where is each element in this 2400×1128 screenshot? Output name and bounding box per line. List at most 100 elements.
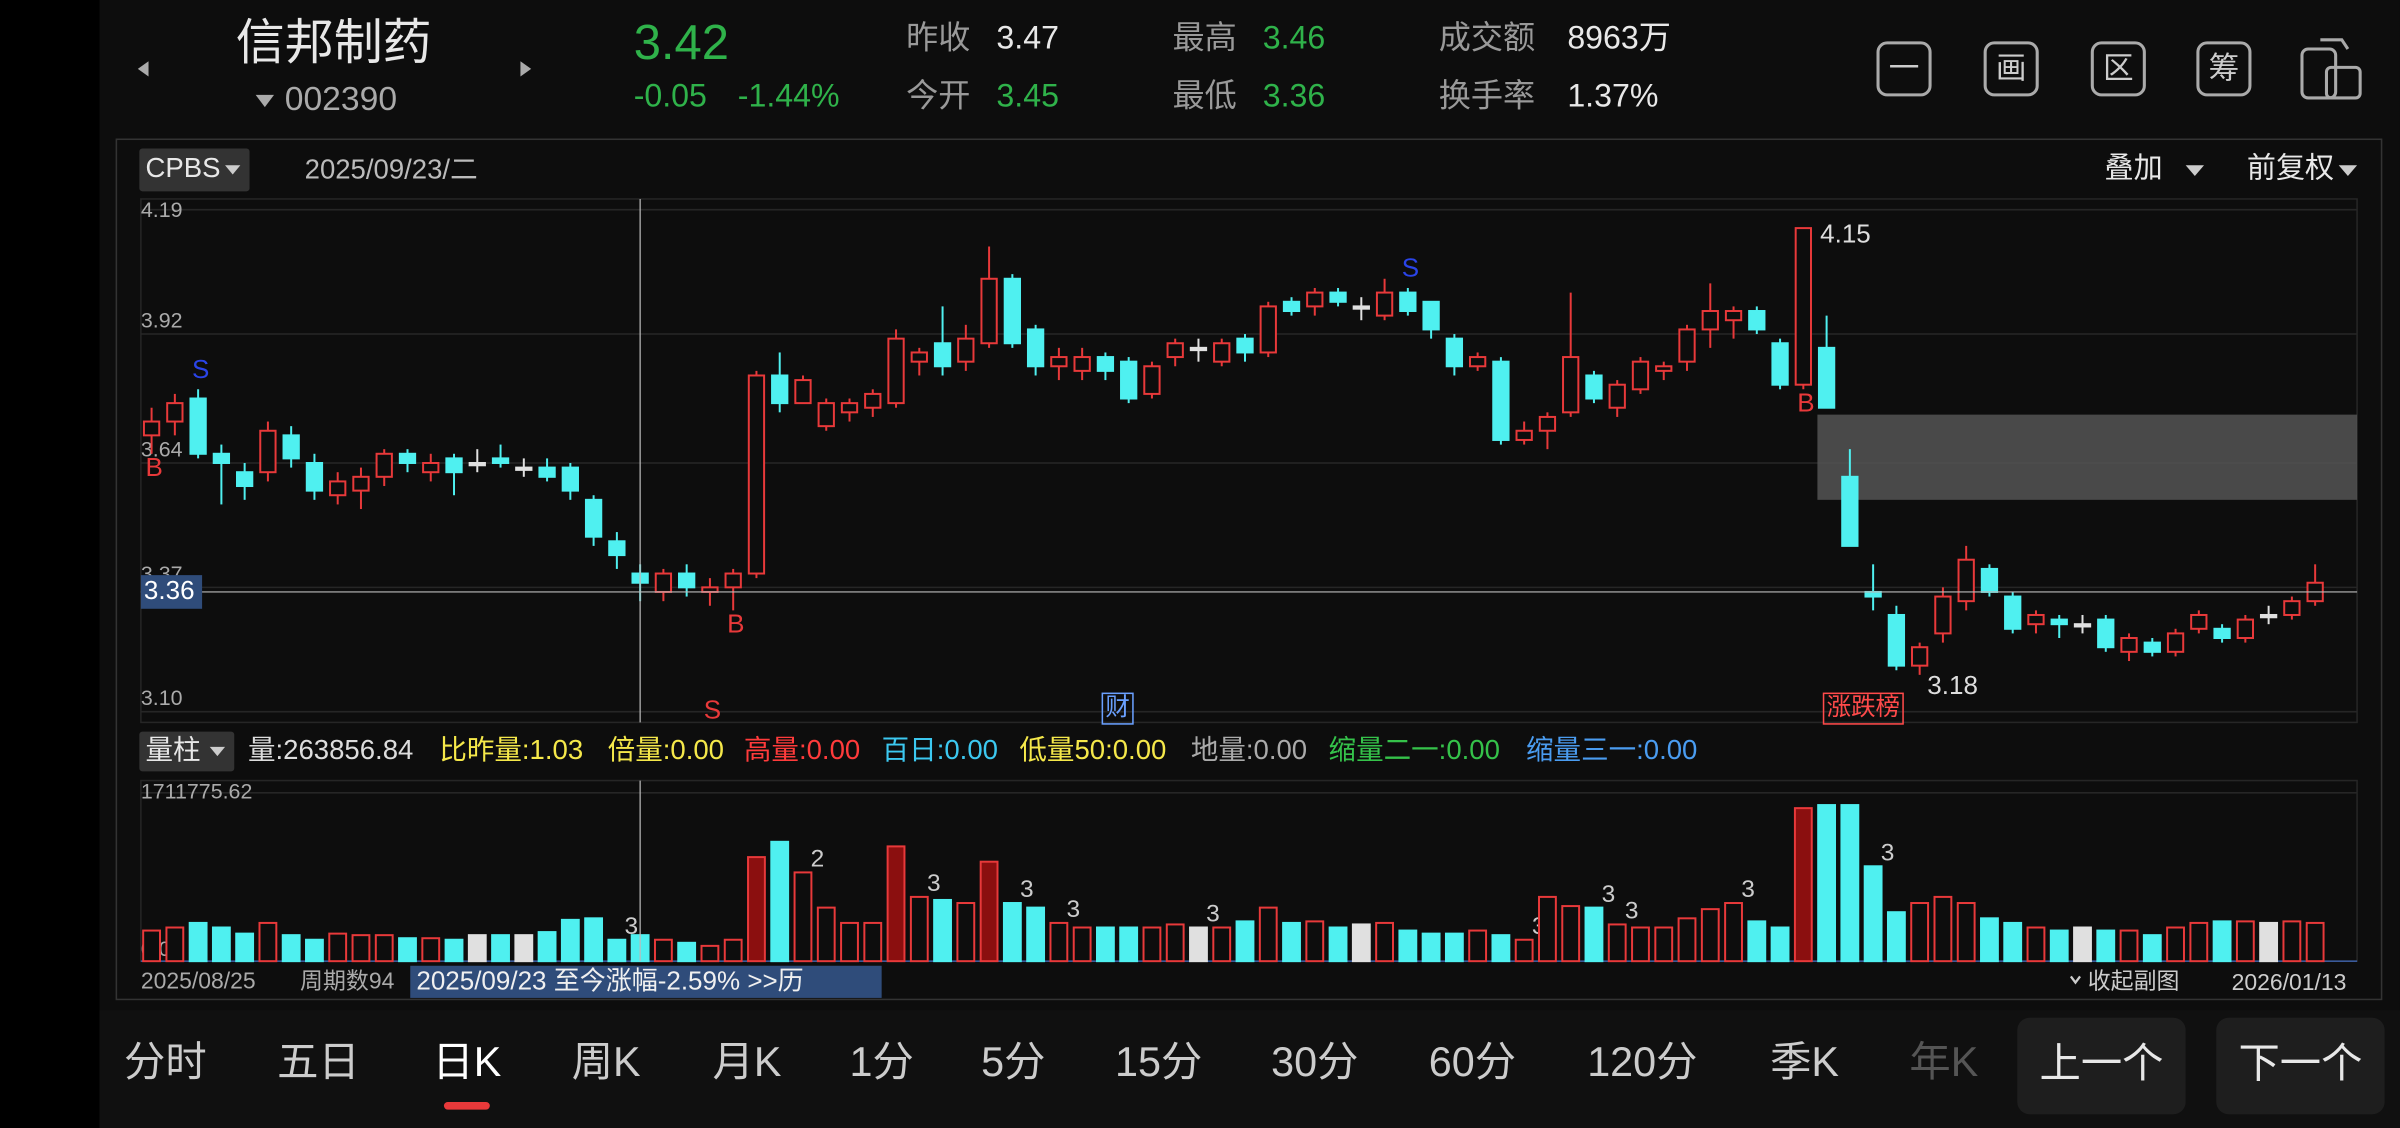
candle-body (1375, 291, 1394, 317)
change: -0.05 (634, 77, 707, 113)
candle-body (1189, 346, 1208, 352)
buy-signal: B (727, 609, 744, 639)
candle-body (817, 402, 835, 428)
candle-body (724, 572, 742, 589)
volume-bar (560, 918, 580, 963)
candle-body (2213, 627, 2231, 640)
volume-stats: 量:263856.84 比昨量:1.03 倍量:0.00 高量:0.00 百日:0.00… (248, 734, 1697, 765)
volume-bar (723, 938, 743, 963)
candle-body (1143, 365, 1161, 395)
tab[interactable]: 30分 (1271, 1039, 1358, 1085)
volume-bar (770, 840, 790, 963)
candle-body (1887, 613, 1906, 667)
candle-body (491, 457, 510, 464)
volume-bar (1538, 895, 1557, 963)
volume-bar (933, 898, 952, 963)
tool-button[interactable] (1876, 41, 1932, 97)
volume-bar (1444, 932, 1464, 963)
volume-bar (142, 929, 162, 963)
next-button-bg[interactable] (2216, 1017, 2385, 1115)
volume-bar (1607, 923, 1627, 963)
indicator-button[interactable] (139, 148, 250, 192)
collapse-button[interactable]: 收起副图 (2088, 968, 2180, 994)
candle-body (1631, 360, 1650, 391)
candle-body (1096, 356, 1115, 372)
y-tick-label: 3.10 (141, 686, 183, 710)
y-tick-label: 4.19 (141, 198, 183, 222)
tool-button[interactable] (2090, 41, 2146, 97)
candle-body (352, 475, 370, 492)
volume-bar (1561, 905, 1581, 963)
candle-body (910, 351, 928, 363)
tab[interactable]: 60分 (1429, 1039, 1516, 1085)
candle-body (2283, 600, 2301, 616)
tab[interactable]: 月K (713, 1039, 782, 1085)
tab[interactable]: 季K (1770, 1039, 1839, 1085)
volume-bar (1305, 920, 1325, 963)
candle-body (2166, 632, 2185, 653)
tab[interactable]: 五日 (277, 1039, 360, 1085)
range-note[interactable]: 2025/09/23 至今涨幅-2.59% >>历 (416, 965, 803, 995)
tab[interactable]: 周K (572, 1039, 641, 1085)
adjust-button[interactable]: 前复权 (2247, 152, 2334, 185)
prev-button[interactable]: 上一个 (2040, 1041, 2164, 1087)
candle-body (1957, 558, 1975, 603)
volume-bar (653, 938, 673, 963)
candle-body (794, 379, 812, 405)
next-stock-arrow[interactable] (520, 61, 532, 77)
volume-stat: 缩量三一:0.00 (1526, 734, 1697, 765)
candle-body (538, 466, 556, 478)
y-tick-label: 3.64 (141, 437, 183, 461)
volume-bar (1235, 920, 1255, 963)
tab[interactable]: 分时 (124, 1039, 207, 1085)
label: 昨收 (906, 19, 970, 55)
volume-bar (1026, 906, 1046, 963)
candle-body (678, 572, 696, 589)
volume-stat: 倍量:0.00 (608, 734, 724, 765)
value: 3.47 (996, 19, 1059, 55)
tab[interactable]: 1分 (850, 1039, 914, 1085)
candle-body (329, 480, 347, 497)
volume-bar (1747, 920, 1767, 963)
prev-stock-arrow[interactable] (137, 61, 149, 77)
range-note-box[interactable] (410, 965, 882, 998)
dropdown-arrow[interactable] (255, 94, 275, 108)
volume-label: 3 (625, 913, 639, 940)
y-tick-label: 1711775.62 (141, 779, 253, 803)
prev-button-bg[interactable] (2017, 1017, 2186, 1115)
tool-button[interactable] (2196, 41, 2252, 97)
volume-bar (1910, 902, 1930, 963)
candle-body (142, 420, 161, 437)
candle-body (1515, 429, 1533, 441)
volume-bar (979, 860, 999, 963)
candle-body (1329, 291, 1347, 303)
candle-body (1911, 646, 1929, 667)
landscape-icon[interactable] (2300, 38, 2362, 100)
volume-stat: 低量50:0.00 (1019, 734, 1166, 765)
tab[interactable]: 15分 (1115, 1039, 1202, 1085)
volume-indicator-button[interactable] (139, 731, 235, 772)
tabs: 分时 五日 日K 周K 月K 1分 5分 15分 30分 60分 120分 季K 年K (124, 1039, 1979, 1110)
label: 最低 (1172, 77, 1236, 113)
overlay-button[interactable]: 叠加 (2105, 153, 2163, 185)
candle-body (2190, 613, 2208, 630)
candle-body (747, 374, 766, 575)
tab[interactable]: 120分 (1587, 1039, 1697, 1085)
next-button[interactable]: 下一个 (2238, 1041, 2362, 1087)
tool-button[interactable] (1983, 41, 2039, 97)
volume-label: 3 (1020, 876, 1034, 903)
volume-bar (816, 906, 836, 963)
tab[interactable]: 5分 (981, 1039, 1045, 1085)
start-date: 2025/08/25 (141, 968, 256, 994)
candle-body (864, 392, 882, 409)
candle-body (1003, 277, 1022, 345)
dropdown-arrow (225, 165, 241, 175)
tab[interactable]: 年K (1909, 1039, 1978, 1085)
tab[interactable]: 日K (432, 1039, 501, 1085)
change-pct: -1.44% (738, 77, 840, 113)
toolbar: 一 画 区 筹 (1876, 38, 2362, 100)
stock-code: 002390 (285, 81, 397, 118)
candle-body (561, 466, 579, 492)
volume-stat: 比昨量:1.03 (439, 734, 583, 765)
